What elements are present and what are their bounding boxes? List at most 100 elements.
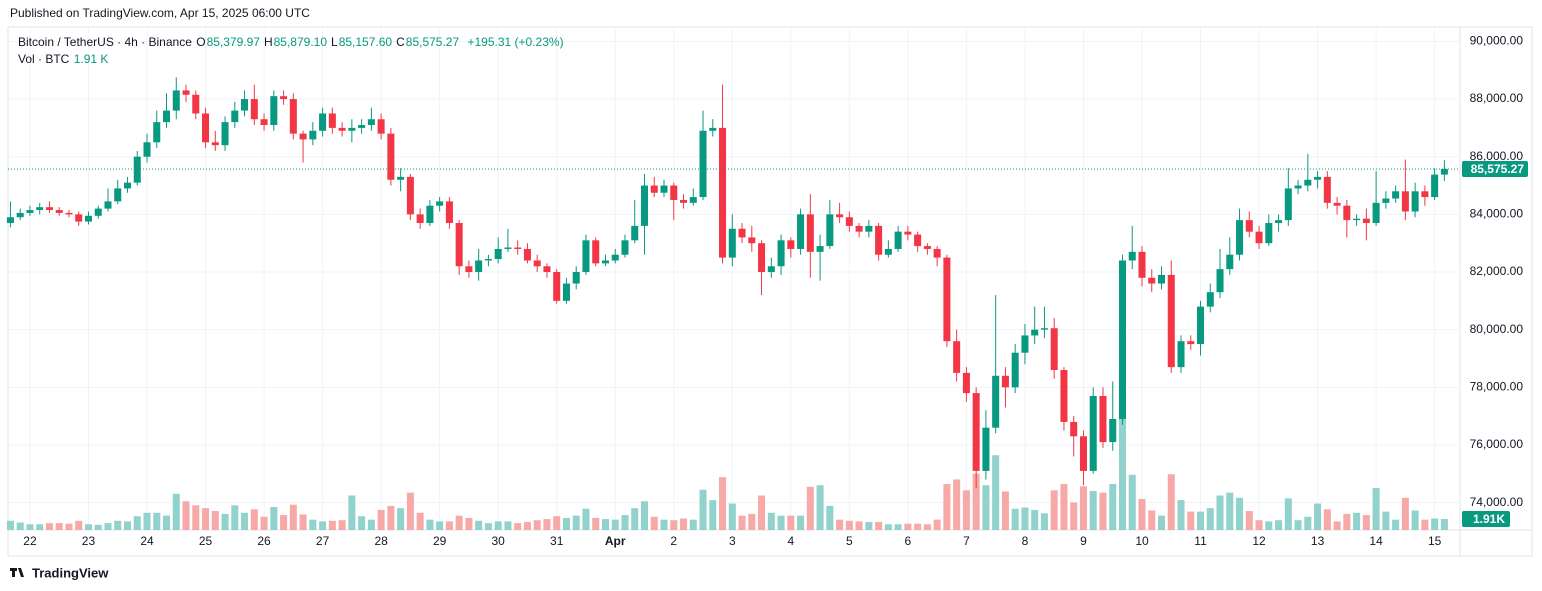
last-volume-tag [1462, 511, 1510, 528]
volume-legend: Vol · BTC 1.91 K [18, 52, 109, 66]
x-tick-label: 14 [1369, 534, 1383, 548]
volume-bar [299, 514, 307, 530]
candle-body [1382, 198, 1390, 203]
candle-body [611, 254, 619, 261]
ohlc-value: 85,575.27 [405, 35, 460, 49]
change: +195.31 (+0.23%) [467, 35, 564, 49]
ohlc-value: 85,879.10 [273, 35, 328, 49]
candle-body [133, 156, 141, 183]
candle-body [719, 127, 727, 258]
candle-body [1294, 185, 1302, 189]
volume-bar [562, 517, 570, 530]
x-tick-label: 11 [1194, 534, 1207, 548]
last-price-tag [1462, 160, 1528, 177]
volume-bar [621, 515, 629, 530]
y-tick-label: 76,000.00 [1470, 437, 1524, 451]
volume-bar [45, 523, 53, 530]
volume-bar [680, 518, 688, 530]
candle-body [865, 225, 873, 232]
candle-body [387, 133, 395, 180]
candle-body [728, 228, 736, 258]
volume-bar [1128, 474, 1136, 530]
candle-body [582, 240, 590, 273]
volume-bar [26, 524, 34, 530]
candle-body [377, 119, 385, 134]
candle-body [309, 130, 317, 140]
x-tick-label: 28 [374, 534, 388, 548]
candle-body [6, 217, 14, 224]
volume-bar [84, 524, 92, 530]
volume-bar [933, 519, 941, 530]
candle-body [182, 90, 190, 95]
volume-bar [894, 524, 902, 530]
volume-bar [387, 505, 395, 530]
volume-bar [1411, 510, 1419, 530]
x-tick-label: 12 [1252, 534, 1266, 548]
ohlc-key: O [196, 35, 206, 49]
candle-body [36, 207, 44, 211]
volume-bar [192, 505, 200, 530]
volume-bar [1177, 500, 1185, 530]
volume-bar [640, 501, 649, 530]
candle-body [806, 214, 814, 252]
candle-body [1314, 176, 1322, 180]
x-tick-label: 23 [82, 534, 96, 548]
volume-bar [572, 515, 580, 530]
x-tick-label: 22 [23, 534, 37, 548]
volume-bar [104, 523, 112, 530]
volume-bar [397, 508, 405, 530]
candle-body [816, 246, 824, 252]
y-tick-label: 84,000.00 [1470, 207, 1524, 221]
volume-bar [260, 516, 268, 530]
volume-bar [55, 523, 63, 530]
volume-bar [543, 519, 551, 530]
volume-bar [1050, 490, 1058, 530]
volume-bar [1226, 492, 1234, 530]
volume-bar [982, 485, 990, 530]
y-tick-label: 78,000.00 [1470, 379, 1524, 393]
volume-bar [1401, 497, 1409, 530]
candle-body [104, 201, 112, 209]
x-tick-label: 25 [199, 534, 213, 548]
volume-bar [1187, 511, 1195, 530]
last-volume-label: 1.91K [1473, 512, 1505, 526]
volume-bar [1314, 503, 1322, 530]
candle-body [397, 176, 405, 180]
x-tick-label: 2 [670, 534, 677, 548]
candle-body [650, 185, 658, 193]
volume-bar [504, 521, 512, 530]
x-tick-label: 29 [433, 534, 447, 548]
candle-body [914, 234, 922, 247]
volume-bar [748, 513, 756, 530]
candle-body [1323, 176, 1331, 203]
candle-body [504, 247, 512, 249]
volume-bar [484, 523, 492, 530]
candle-body [1031, 329, 1039, 336]
candle-body [1275, 220, 1283, 224]
volume-bar [358, 516, 366, 530]
candle-body [699, 130, 707, 198]
ohlc-key: L [331, 35, 338, 49]
volume-bar [319, 521, 327, 530]
candle-body [904, 231, 912, 235]
volume-bar [1060, 484, 1068, 530]
volume-bar [377, 509, 385, 530]
volume-bar [1245, 511, 1253, 530]
candle-body [45, 207, 53, 211]
candle-body [465, 266, 473, 273]
x-tick-label: 31 [550, 534, 564, 548]
x-tick-label: 27 [316, 534, 330, 548]
candle-body [1148, 277, 1156, 284]
x-tick-label: 9 [1080, 534, 1087, 548]
volume-bar [1118, 409, 1126, 530]
candle-body [836, 214, 844, 218]
volume-bar [202, 508, 210, 530]
candle-body [875, 225, 883, 255]
ohlc-value: 85,379.97 [206, 35, 260, 49]
volume-bar [953, 479, 961, 530]
candle-body [553, 272, 561, 301]
volume-bar [875, 521, 883, 530]
volume-bar [816, 485, 824, 530]
volume-bar [923, 524, 931, 530]
candle-body [475, 260, 483, 273]
